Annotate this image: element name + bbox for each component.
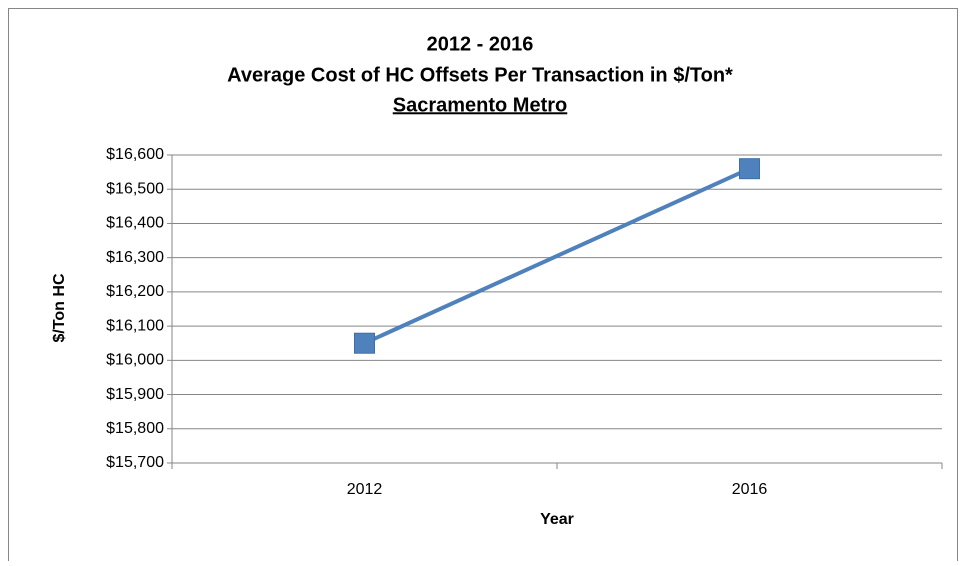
chart-title: 2012 - 2016 [427,33,534,55]
x-axis-label: Year [540,511,574,528]
y-tick-label: $16,300 [106,249,164,266]
y-tick-label: $16,400 [106,215,164,232]
y-tick-label: $16,600 [106,146,164,163]
chart-title: Average Cost of HC Offsets Per Transacti… [227,64,733,86]
y-tick-label: $15,700 [106,454,164,471]
y-tick-label: $15,800 [106,420,164,437]
y-tick-label: $16,500 [106,180,164,197]
y-tick-label: $16,100 [106,317,164,334]
marker [739,158,760,180]
y-tick-label: $15,900 [106,386,164,403]
x-tick-label: 2012 [347,481,383,498]
chart-title: Sacramento Metro [393,94,568,116]
y-axis-label: $/Ton HC [51,273,68,342]
chart-border [8,8,958,561]
x-tick-label: 2016 [732,481,768,498]
line [363,166,751,346]
y-tick-label: $16,000 [106,352,164,369]
y-tick-label: $16,200 [106,283,164,300]
marker [354,332,375,354]
